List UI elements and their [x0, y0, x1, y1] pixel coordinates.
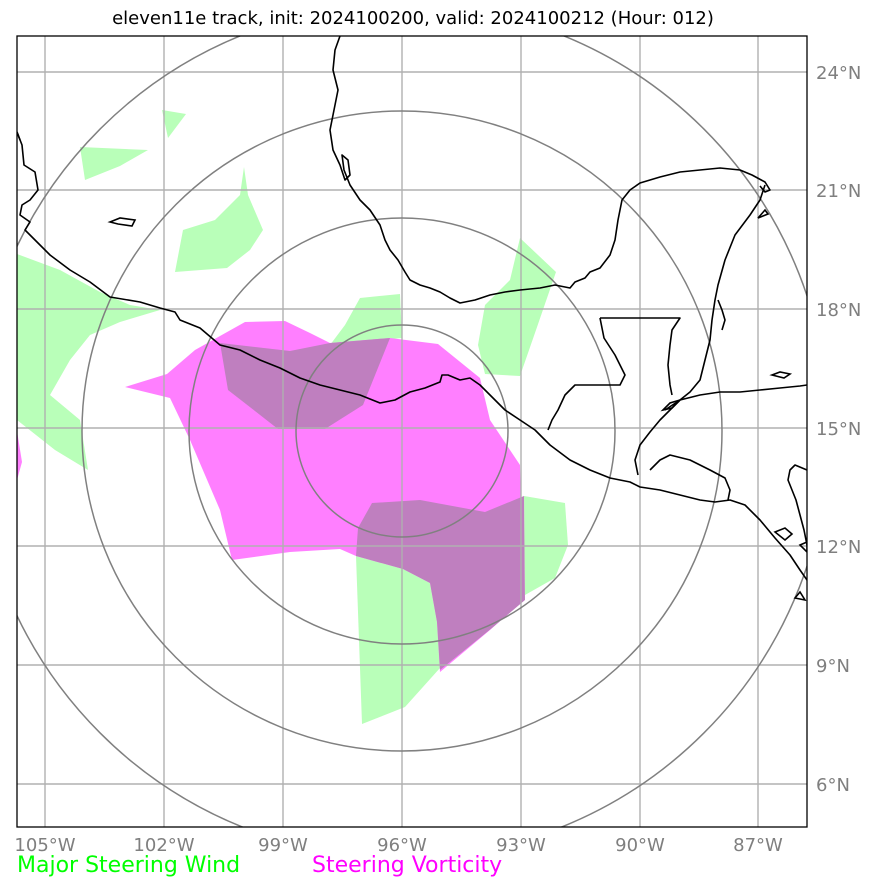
lat-tick-label: 21°N — [816, 181, 861, 202]
island — [107, 217, 137, 227]
overlap-region — [356, 496, 525, 670]
lat-tick-label: 24°N — [816, 63, 861, 84]
range-ring — [188, 217, 616, 645]
island — [660, 399, 681, 412]
lat-tick-label: 15°N — [816, 419, 861, 440]
lat-tick-label: 18°N — [816, 300, 861, 321]
steering-vorticity-regions — [17, 321, 524, 672]
lon-tick-label: 93°W — [496, 835, 546, 856]
steering-wind-region — [478, 238, 556, 376]
lon-tick-label: 96°W — [377, 835, 427, 856]
steering-wind-region — [17, 254, 160, 470]
island — [757, 208, 770, 219]
belize-coast — [717, 299, 726, 331]
steering-wind-region — [80, 147, 148, 180]
gulf-of-fonseca — [649, 454, 731, 501]
legend-steering-vorticity: Steering Vorticity — [312, 853, 503, 878]
border-segment — [547, 317, 626, 431]
lon-tick-label: 102°W — [133, 835, 194, 856]
lon-tick-label: 99°W — [258, 835, 308, 856]
map-panel — [17, 36, 807, 827]
lon-tick-label: 87°W — [733, 835, 783, 856]
gulf-coastline — [329, 36, 771, 304]
islands — [107, 208, 807, 602]
island — [798, 541, 807, 554]
steering-vorticity-region — [125, 321, 524, 672]
steering-wind-region — [330, 294, 402, 345]
island — [773, 527, 794, 542]
latitude-labels: 24°N 21°N 18°N 15°N 12°N 9°N 6°N — [816, 63, 861, 796]
longitude-labels: 105°W 102°W 99°W 96°W 93°W 90°W 87°W — [14, 835, 783, 856]
legend-steering-wind: Major Steering Wind — [17, 853, 241, 878]
steering-wind-region — [356, 556, 440, 724]
lat-tick-label: 12°N — [816, 537, 861, 558]
honduras-coast — [664, 384, 807, 411]
gridlines — [17, 36, 807, 827]
island — [769, 371, 793, 379]
lon-tick-label: 105°W — [14, 835, 75, 856]
guatemala-mexico-border — [600, 317, 681, 396]
lon-tick-label: 90°W — [615, 835, 665, 856]
range-ring — [81, 110, 723, 752]
steering-vorticity-region — [17, 431, 22, 480]
island — [793, 590, 807, 602]
range-rings — [17, 36, 807, 827]
nicaragua-coast — [787, 464, 807, 546]
range-ring — [295, 324, 509, 538]
coastlines — [17, 36, 807, 581]
steering-wind-region — [162, 110, 186, 138]
yucatan-peninsula — [634, 184, 766, 476]
lat-tick-label: 6°N — [816, 775, 850, 796]
map-title: eleven11e track, init: 2024100200, valid… — [112, 8, 714, 29]
lat-tick-label: 9°N — [816, 656, 850, 677]
steering-wind-regions — [17, 110, 568, 724]
pacific-coastline — [17, 131, 807, 581]
steering-wind-region — [175, 167, 263, 272]
map-frame — [16, 35, 808, 828]
